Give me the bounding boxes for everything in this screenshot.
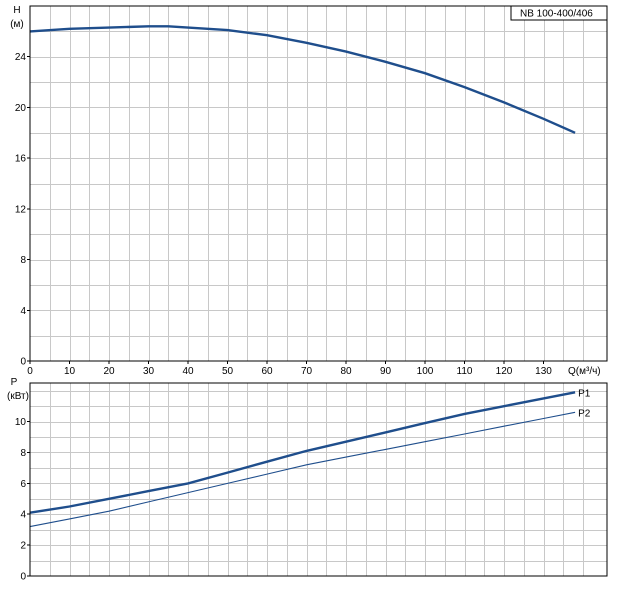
flow-tick-label: 80 [340,366,352,377]
chart-title: NB 100-400/406 [520,9,593,20]
flow-tick-label: 10 [64,366,76,377]
flow-tick-label: 40 [182,366,194,377]
series-label-p2: P2 [578,408,591,419]
head-axis-unit: (м) [10,19,24,30]
head-tick-label: 4 [20,306,26,317]
flow-tick-label: 20 [103,366,115,377]
power-curve-p1 [29,391,576,514]
flow-tick-label: 110 [457,366,473,377]
power-tick-label: 8 [20,448,26,459]
flow-tick-label: 120 [496,366,513,377]
head-tick-label: 12 [15,204,27,215]
flow-tick-label: 70 [301,366,313,377]
power-axis-symbol: P [11,377,18,388]
head-tick-label: 0 [20,357,26,368]
power-curve-p2 [29,411,576,528]
flow-tick-label: 90 [380,366,392,377]
head-tick-labels: 0 10 20 30 40 50 60 70 80 90 100 110 120 130 0 4 8 12 16 20… [15,52,552,377]
head-tick-label: 16 [15,154,27,165]
title-box [510,5,608,21]
head-grid [30,6,607,361]
power-grid [30,383,607,576]
flow-tick-label: 30 [143,366,155,377]
power-panel-frame [29,382,608,577]
flow-tick-label: 50 [222,366,234,377]
power-axis-unit: (кВт) [7,391,29,402]
flow-tick-label: 0 [27,366,33,377]
flow-axis-label: Q(м³/ч) [568,366,601,377]
head-tick-label: 20 [15,103,27,114]
head-tick-label: 8 [20,255,26,266]
series-label-p1: P1 [578,388,591,399]
power-tick-label: 4 [20,510,26,521]
power-tick-label: 6 [20,479,26,490]
flow-tick-label: 130 [535,366,552,377]
power-tick-label: 10 [15,417,27,428]
head-panel-frame [29,5,608,362]
head-axis-symbol: H [13,5,20,16]
head-curve [29,25,576,134]
flow-tick-label: 60 [261,366,273,377]
head-tick-label: 24 [15,52,27,63]
head-curves [29,25,576,134]
power-tick-labels: 0 2 4 6 8 10 [15,417,30,583]
power-tick-label: 0 [20,572,26,583]
flow-tick-label: 100 [417,366,434,377]
power-curves [29,391,576,528]
power-tick-label: 2 [20,541,26,552]
